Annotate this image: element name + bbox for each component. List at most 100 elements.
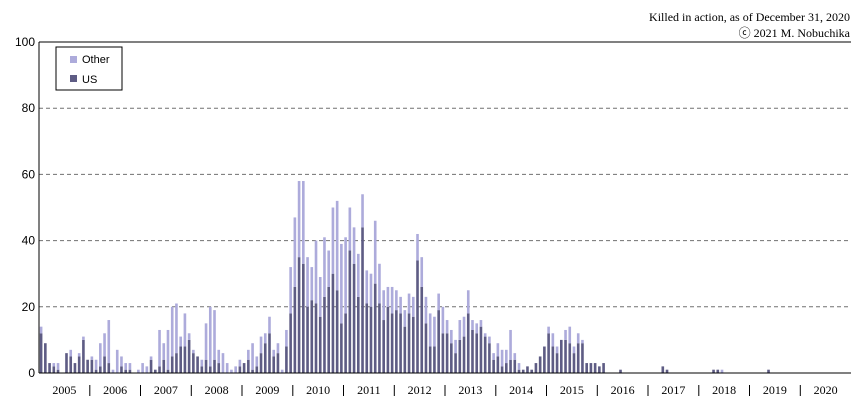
bar-us-m15 [103, 356, 106, 373]
x-tick-label-2006: 2006 [103, 383, 127, 397]
bar-other-m127 [576, 333, 580, 344]
bar-us-m160 [716, 369, 720, 373]
bar-us-m11 [86, 359, 89, 373]
bar-other-m26 [149, 356, 153, 360]
bar-other-m87 [407, 293, 411, 314]
bar-us-m76 [361, 227, 364, 373]
bar-us-m38 [200, 366, 204, 373]
bar-other-m80 [378, 263, 381, 304]
bar-other-m71 [340, 243, 343, 324]
bar-other-m14 [99, 343, 102, 367]
bar-us-m42 [217, 363, 221, 373]
bar-other-m59 [289, 267, 292, 314]
bar-other-m63 [306, 257, 309, 307]
bar-other-m30 [166, 329, 170, 370]
bar-us-m97 [450, 343, 453, 373]
bar-other-m89 [416, 233, 419, 261]
bar-other-m55 [272, 349, 276, 357]
bar-other-m82 [386, 286, 390, 307]
bar-other-m100 [462, 316, 466, 337]
bar-us-m137 [619, 369, 622, 373]
bar-us-m7 [69, 356, 73, 373]
legend-swatch-other [70, 56, 77, 63]
bar-other-m28 [158, 329, 161, 367]
bar-other-m52 [259, 336, 263, 354]
bar-other-m31 [170, 306, 174, 357]
bar-us-m99 [458, 339, 462, 373]
bar-other-m35 [187, 333, 191, 340]
bar-us-m53 [263, 343, 267, 373]
bar-us-m48 [242, 363, 246, 373]
bar-us-m122 [555, 353, 559, 373]
bar-other-m99 [458, 320, 462, 340]
bar-other-m110 [505, 349, 508, 364]
bar-other-m85 [399, 296, 402, 314]
bar-us-m80 [378, 303, 381, 373]
bar-other-m10 [82, 336, 85, 340]
bar-us-m172 [767, 369, 770, 373]
bar-us-m12 [90, 359, 94, 373]
bar-us-m86 [403, 326, 407, 373]
bar-us-m28 [158, 366, 161, 373]
bar-us-m27 [153, 369, 157, 373]
bar-us-m114 [521, 369, 525, 373]
bar-other-m91 [424, 296, 428, 324]
bar-us-m132 [598, 366, 601, 373]
bar-other-m23 [137, 369, 140, 373]
bar-us-m2 [48, 363, 51, 373]
bar-other-m125 [568, 326, 572, 344]
bar-us-m109 [500, 366, 504, 373]
bar-us-m148 [665, 369, 669, 373]
bar-us-m55 [272, 356, 276, 373]
bar-us-m107 [492, 359, 495, 373]
legend-label-us: US [82, 74, 97, 86]
bar-us-m82 [386, 306, 390, 373]
bar-other-m19 [120, 356, 123, 367]
bar-other-m3 [52, 363, 56, 367]
bar-us-m1 [44, 343, 47, 373]
bar-us-m36 [192, 353, 195, 373]
bar-other-m111 [509, 329, 512, 360]
bar-us-m92 [428, 346, 432, 373]
bar-us-m31 [170, 356, 174, 373]
bar-us-m72 [344, 313, 347, 373]
bar-us-m47 [238, 366, 242, 373]
bar-other-m101 [466, 290, 470, 314]
bar-other-m107 [492, 353, 495, 360]
bar-us-m71 [340, 323, 343, 373]
bar-other-m128 [581, 339, 584, 344]
bar-us-m147 [661, 366, 665, 373]
bar-us-m41 [213, 359, 216, 373]
bar-other-m51 [255, 356, 259, 367]
bar-other-m67 [323, 237, 326, 297]
bar-other-m90 [420, 257, 424, 287]
bar-other-m47 [238, 359, 242, 367]
x-tick-label-2011: 2011 [357, 383, 381, 397]
bar-us-m68 [327, 286, 331, 373]
bar-other-m34 [183, 313, 187, 347]
bar-other-m54 [268, 316, 271, 334]
bar-other-m49 [247, 349, 250, 360]
bar-us-m59 [289, 313, 292, 373]
bar-other-m25 [145, 366, 149, 373]
bar-other-m121 [551, 333, 555, 347]
bar-us-m51 [255, 366, 259, 373]
bar-other-m104 [479, 320, 483, 327]
bar-other-m112 [513, 353, 517, 360]
bar-us-m0 [39, 333, 43, 373]
bar-other-m60 [293, 217, 297, 287]
bar-us-m6 [65, 353, 68, 373]
bar-us-m116 [530, 369, 534, 373]
bar-other-m29 [162, 343, 166, 360]
bar-other-m41 [213, 310, 216, 360]
x-tick-label-2009: 2009 [255, 383, 279, 397]
bar-us-m10 [82, 339, 85, 373]
bar-us-m67 [323, 296, 326, 373]
bar-other-m50 [251, 343, 254, 370]
bar-us-m100 [462, 336, 466, 373]
legend-swatch-us [70, 75, 77, 82]
bar-us-m39 [204, 359, 208, 373]
bar-other-m92 [428, 313, 432, 347]
y-tick-label-80: 80 [22, 101, 36, 115]
bar-us-m113 [517, 369, 521, 373]
